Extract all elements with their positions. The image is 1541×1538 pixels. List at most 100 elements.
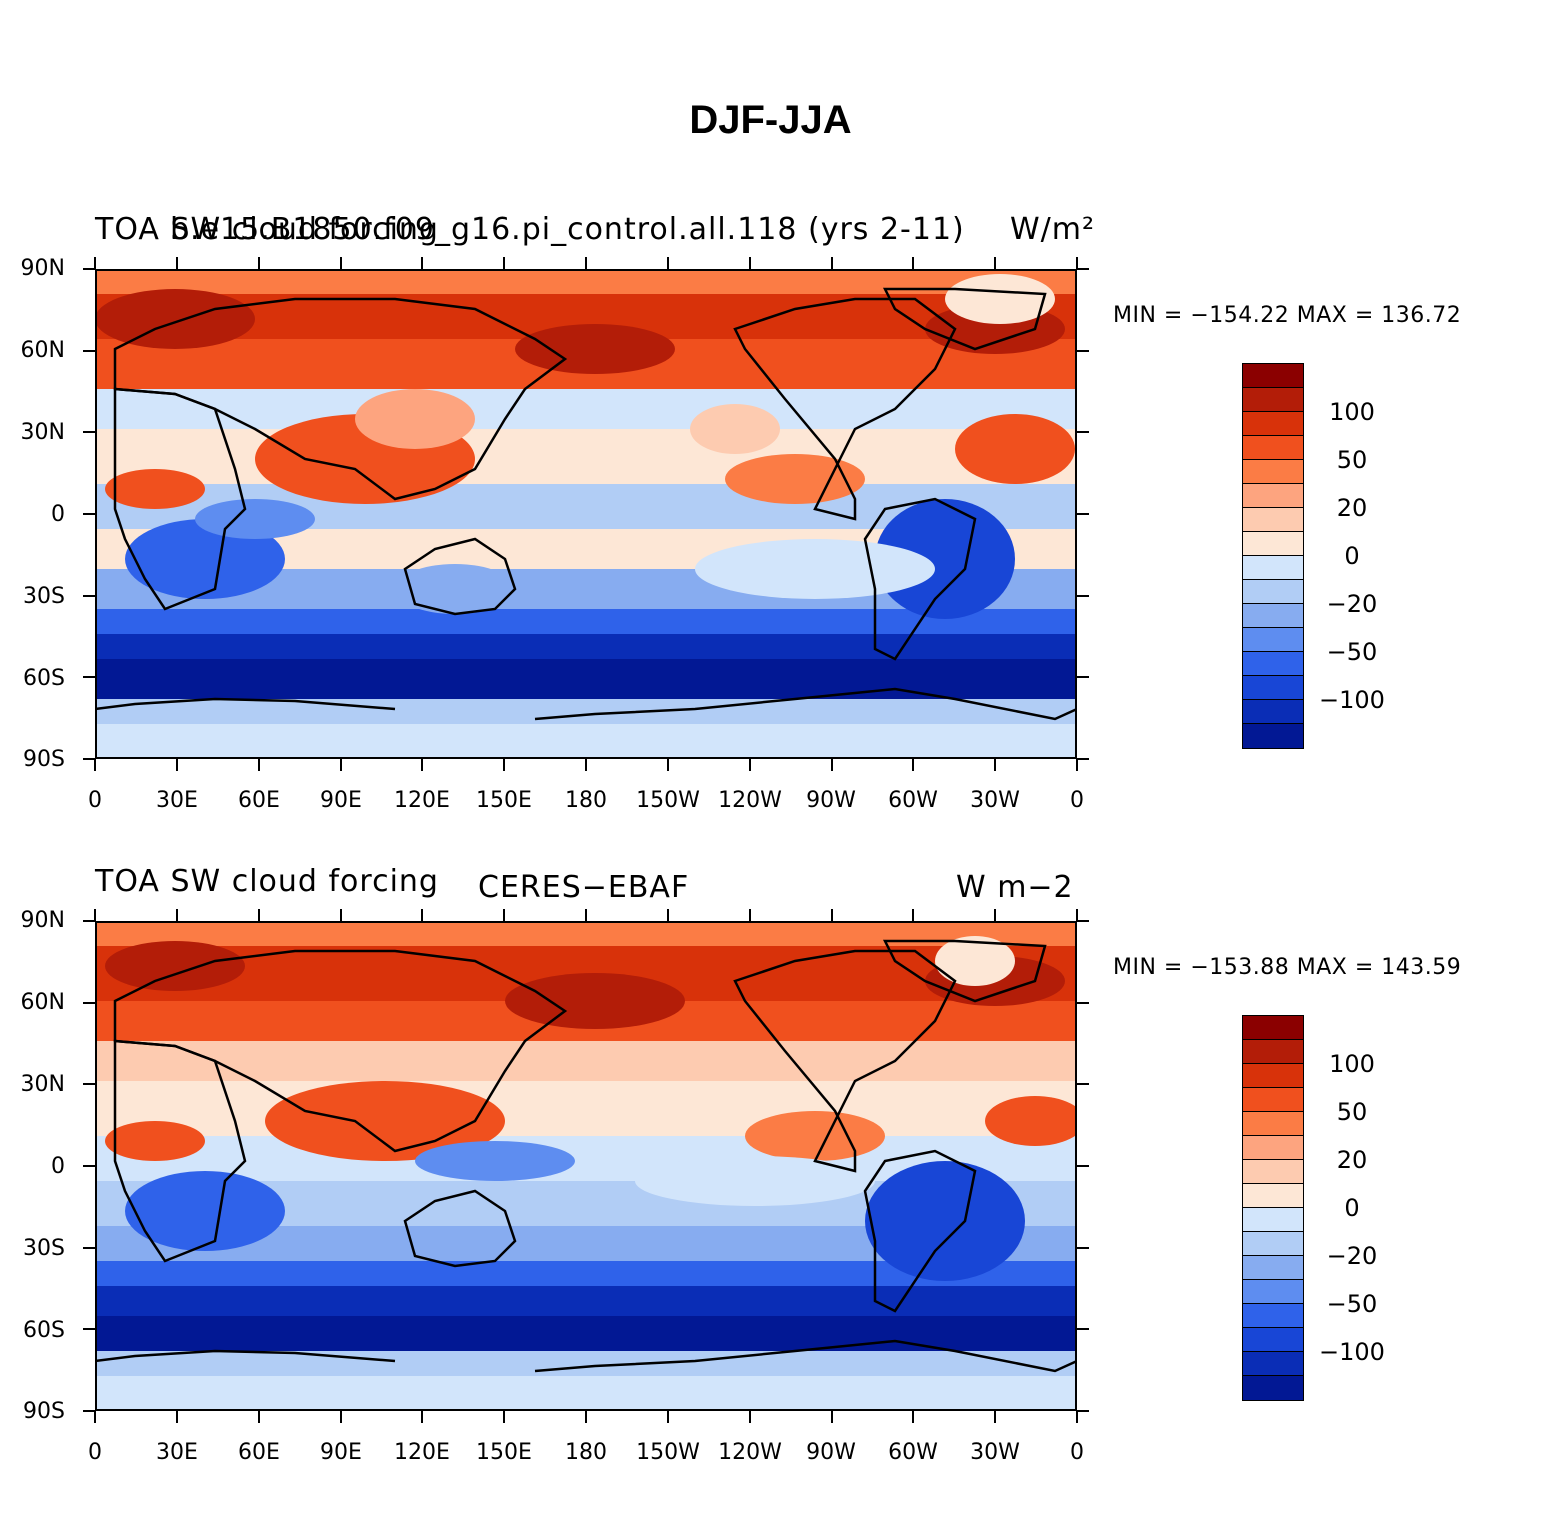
- y-tick-label: 30N: [20, 420, 65, 445]
- x-tick-mark: [421, 1411, 424, 1423]
- colorbar-cell: [1243, 1016, 1303, 1040]
- x-tick-label: 30E: [156, 788, 198, 813]
- x-tick-label: 60E: [238, 788, 280, 813]
- y-tick-mark: [1077, 268, 1089, 270]
- x-tick-mark: [503, 909, 506, 921]
- colorbar-cell: [1243, 1232, 1303, 1256]
- x-tick-mark: [994, 1411, 997, 1423]
- y-tick-mark: [83, 431, 95, 434]
- stats-label: MIN = −154.22 MAX = 136.72: [1113, 303, 1462, 328]
- panel-left-label: TOA SW cloud forcing: [95, 864, 439, 899]
- x-tick-label: 0: [88, 788, 102, 813]
- x-tick-label: 0: [1070, 788, 1084, 813]
- y-tick-mark: [83, 758, 95, 760]
- y-tick-label: 60N: [20, 990, 65, 1015]
- colorbar-label: −50: [1326, 1290, 1378, 1318]
- y-tick-mark: [1077, 594, 1089, 597]
- y-tick-mark: [83, 594, 95, 597]
- colorbar-label: 0: [1344, 542, 1360, 570]
- y-tick-label: 30S: [23, 584, 65, 609]
- x-tick-mark: [830, 1411, 833, 1423]
- colorbar-cell: [1243, 676, 1303, 700]
- y-tick-mark: [83, 1083, 95, 1086]
- x-tick-mark: [421, 759, 424, 771]
- x-tick-label: 150E: [476, 788, 532, 813]
- colorbar-cell: [1243, 1352, 1303, 1376]
- y-tick-label: 0: [51, 1154, 65, 1179]
- x-tick-mark: [830, 759, 833, 771]
- colorbar-label: −50: [1326, 638, 1378, 666]
- x-tick-mark: [1076, 909, 1078, 921]
- x-tick-mark: [257, 1411, 260, 1423]
- colorbar-cell: [1243, 1208, 1303, 1232]
- colorbar-label: 100: [1329, 398, 1375, 426]
- x-tick-label: 120W: [718, 788, 782, 813]
- colorbar: [1242, 363, 1304, 749]
- colorbar-label: −20: [1326, 1242, 1378, 1270]
- y-tick-label: 90S: [23, 1399, 65, 1424]
- colorbar-cell: [1243, 1064, 1303, 1088]
- colorbar-label: −20: [1326, 590, 1378, 618]
- x-tick-mark: [748, 759, 751, 771]
- colorbar-cell: [1243, 1136, 1303, 1160]
- y-tick-mark: [1077, 1328, 1089, 1331]
- y-tick-mark: [1077, 1165, 1089, 1167]
- x-tick-mark: [748, 257, 751, 269]
- colorbar-cell: [1243, 724, 1303, 748]
- x-tick-mark: [421, 909, 424, 921]
- colorbar-label: −100: [1319, 1338, 1385, 1366]
- x-tick-label: 120E: [394, 788, 450, 813]
- x-tick-mark: [257, 257, 260, 269]
- y-tick-label: 90N: [20, 908, 65, 933]
- x-tick-mark: [339, 1411, 342, 1423]
- y-tick-mark: [83, 1410, 95, 1412]
- x-tick-mark: [912, 1411, 915, 1423]
- map-panel-obs: TOA SW cloud forcing CERES−EBAF W m−2: [0, 652, 1541, 1465]
- x-tick-mark: [503, 257, 506, 269]
- y-tick-mark: [83, 1001, 95, 1004]
- x-tick-mark: [666, 1411, 669, 1423]
- colorbar-cell: [1243, 532, 1303, 556]
- x-tick-label: 0: [88, 1440, 102, 1465]
- colorbar-label: 50: [1336, 1098, 1368, 1126]
- colorbar-cell: [1243, 364, 1303, 388]
- x-tick-mark: [585, 257, 587, 269]
- colorbar-cell: [1243, 412, 1303, 436]
- x-tick-mark: [748, 1411, 751, 1423]
- colorbar-cell: [1243, 484, 1303, 508]
- x-tick-mark: [94, 759, 96, 771]
- x-tick-label: 90W: [806, 788, 856, 813]
- x-tick-label: 120E: [394, 1440, 450, 1465]
- y-tick-mark: [1077, 513, 1089, 515]
- colorbar-label: 0: [1344, 1194, 1360, 1222]
- x-tick-mark: [175, 257, 178, 269]
- panel-units-label: W m−2: [956, 870, 1074, 905]
- colorbar-label: 20: [1336, 1146, 1368, 1174]
- x-tick-label: 90E: [320, 1440, 362, 1465]
- stats-label: MIN = −153.88 MAX = 143.59: [1113, 955, 1462, 980]
- y-tick-label: 0: [51, 502, 65, 527]
- panel-center-label: CERES−EBAF: [478, 870, 690, 905]
- colorbar-cell: [1243, 1376, 1303, 1400]
- x-tick-mark: [1076, 1411, 1078, 1423]
- y-tick-mark: [83, 676, 95, 679]
- x-tick-mark: [503, 759, 506, 771]
- x-tick-label: 150W: [636, 1440, 700, 1465]
- x-tick-label: 0: [1070, 1440, 1084, 1465]
- x-tick-mark: [748, 909, 751, 921]
- map-panel-model: TOA SW cloud forcing b.e15.B1850.f09_g16…: [0, 0, 1541, 813]
- x-tick-mark: [912, 909, 915, 921]
- x-tick-label: 60E: [238, 1440, 280, 1465]
- x-tick-mark: [339, 257, 342, 269]
- y-tick-label: 30N: [20, 1072, 65, 1097]
- y-tick-mark: [83, 349, 95, 352]
- y-tick-mark: [83, 513, 95, 515]
- x-tick-mark: [339, 759, 342, 771]
- y-tick-label: 60S: [23, 1318, 65, 1343]
- colorbar-cell: [1243, 556, 1303, 580]
- x-tick-mark: [666, 909, 669, 921]
- x-tick-label: 90E: [320, 788, 362, 813]
- colorbar-cell: [1243, 628, 1303, 652]
- colorbar-cell: [1243, 508, 1303, 532]
- x-tick-mark: [1076, 257, 1078, 269]
